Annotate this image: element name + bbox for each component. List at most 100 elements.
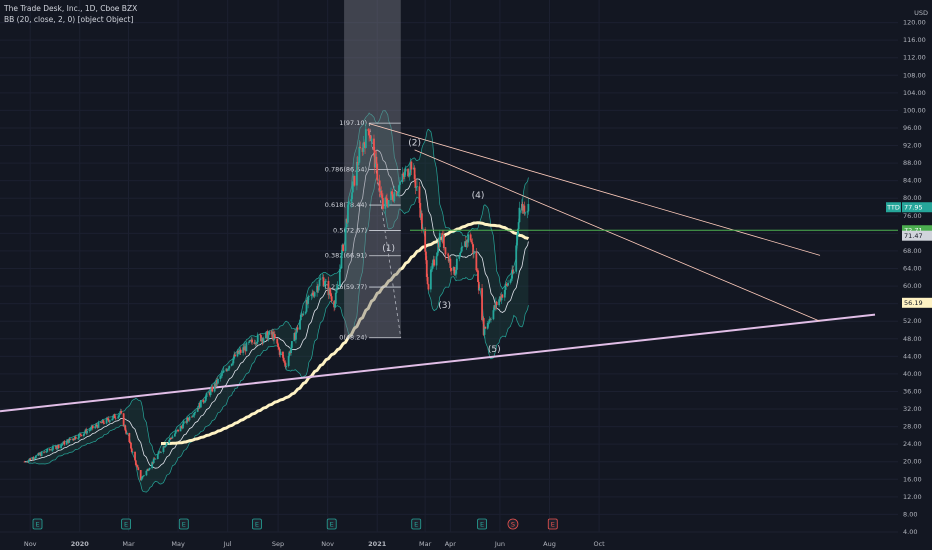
candle-body bbox=[447, 255, 450, 262]
candle-body bbox=[431, 263, 434, 269]
candle-body bbox=[359, 146, 362, 148]
candle-body bbox=[382, 198, 384, 209]
future-earnings-marker-label: E bbox=[551, 521, 555, 529]
candle-body bbox=[61, 443, 64, 445]
fib-level-label: 0.786(86.54) bbox=[325, 166, 367, 174]
earnings-marker bbox=[477, 518, 487, 530]
candle-body bbox=[80, 435, 83, 437]
candle-body bbox=[342, 244, 344, 251]
earnings-marker bbox=[32, 518, 43, 530]
candle-body bbox=[368, 130, 370, 136]
moving-average-line bbox=[161, 221, 530, 446]
candle-body bbox=[97, 422, 100, 428]
candle-body bbox=[501, 294, 504, 298]
candle-body bbox=[475, 252, 478, 271]
candle-body bbox=[358, 146, 361, 163]
symbol-title[interactable]: The Trade Desk, Inc., 1D, Cboe BZX bbox=[4, 4, 138, 13]
candle-body bbox=[192, 415, 195, 416]
candle-body bbox=[112, 415, 114, 419]
candle-body bbox=[182, 423, 184, 429]
candle-body bbox=[512, 269, 514, 274]
candle-body bbox=[413, 167, 416, 180]
candle-body bbox=[458, 256, 461, 259]
candle-body bbox=[65, 440, 68, 445]
candle-body bbox=[336, 285, 339, 289]
price-axis-background bbox=[898, 0, 932, 550]
candle-body bbox=[174, 431, 177, 434]
candle-body bbox=[307, 296, 310, 304]
candle-body bbox=[217, 378, 219, 384]
candle-body bbox=[27, 460, 30, 462]
candle-body bbox=[114, 418, 117, 419]
price-tick-label: 64.00 bbox=[903, 265, 922, 273]
candle-body bbox=[125, 430, 127, 434]
candle-body bbox=[193, 412, 196, 416]
candle-body bbox=[299, 320, 301, 330]
candle-body bbox=[45, 451, 48, 453]
price-tag-box bbox=[902, 202, 932, 213]
candle-body bbox=[310, 294, 313, 297]
earnings-marker-label: E bbox=[480, 521, 484, 529]
candle-body bbox=[473, 252, 475, 255]
candle-body bbox=[226, 368, 229, 371]
fib-level-label: 0(48.24) bbox=[339, 334, 367, 342]
candle-body bbox=[34, 455, 37, 459]
candle-body bbox=[209, 389, 212, 396]
candle-body bbox=[83, 432, 86, 434]
candle-body bbox=[504, 284, 507, 290]
candle-body bbox=[380, 190, 383, 196]
candle-body bbox=[325, 281, 327, 282]
price-tick-label: 100.00 bbox=[903, 106, 926, 114]
wave-label: (2) bbox=[408, 139, 421, 149]
candle-body bbox=[202, 400, 205, 403]
candle-body bbox=[29, 458, 32, 461]
time-tick-label: 2021 bbox=[368, 540, 387, 548]
candle-body bbox=[287, 355, 290, 366]
price-tick-label: 8.00 bbox=[903, 510, 917, 518]
candle-body bbox=[191, 415, 194, 417]
candle-body bbox=[340, 253, 343, 269]
candle-body bbox=[40, 452, 43, 456]
price-tick-label: 92.00 bbox=[903, 142, 922, 150]
future-earnings-marker bbox=[547, 518, 558, 530]
candle-body bbox=[477, 282, 480, 291]
chart-legend: The Trade Desk, Inc., 1D, Cboe BZX BB (2… bbox=[4, 3, 137, 25]
candle-body bbox=[290, 341, 293, 348]
wave-label: (1) bbox=[382, 244, 395, 254]
candle-body bbox=[323, 285, 326, 287]
price-tag-symbol-box bbox=[886, 202, 901, 213]
price-tag-value: 56.19 bbox=[904, 299, 923, 307]
candle-body bbox=[221, 373, 223, 376]
candle-body bbox=[63, 441, 66, 445]
candle-body bbox=[283, 361, 286, 363]
candle-body bbox=[335, 288, 338, 293]
candle-body bbox=[256, 342, 258, 344]
candle-body bbox=[126, 433, 128, 434]
candle-body bbox=[204, 396, 207, 402]
fib-level-label: 0.618(78.44) bbox=[325, 201, 367, 209]
candle-body bbox=[105, 418, 108, 424]
candle-body bbox=[498, 299, 501, 306]
indicator-title[interactable]: BB (20, close, 2, 0) [object Object] bbox=[4, 15, 134, 24]
candle-body bbox=[131, 451, 134, 453]
candle-body bbox=[273, 334, 276, 339]
candle-body bbox=[247, 342, 250, 343]
candle-body bbox=[438, 233, 441, 248]
price-tag-value: 77.95 bbox=[904, 204, 923, 212]
candles bbox=[23, 123, 530, 482]
candle-body bbox=[313, 292, 316, 297]
time-tick-label: Mar bbox=[122, 540, 135, 548]
candle-body bbox=[68, 438, 71, 443]
candle-body bbox=[472, 244, 475, 255]
candle-body bbox=[404, 168, 407, 172]
earnings-marker-label: E bbox=[35, 521, 39, 529]
earnings-marker bbox=[121, 518, 131, 530]
candle-body bbox=[408, 175, 410, 177]
candle-body bbox=[430, 268, 433, 270]
time-tick-label: Jun bbox=[494, 540, 505, 548]
candle-body bbox=[329, 294, 332, 297]
wave-label: (5) bbox=[488, 345, 501, 355]
candle-body bbox=[264, 332, 267, 339]
candle-body bbox=[407, 168, 409, 177]
